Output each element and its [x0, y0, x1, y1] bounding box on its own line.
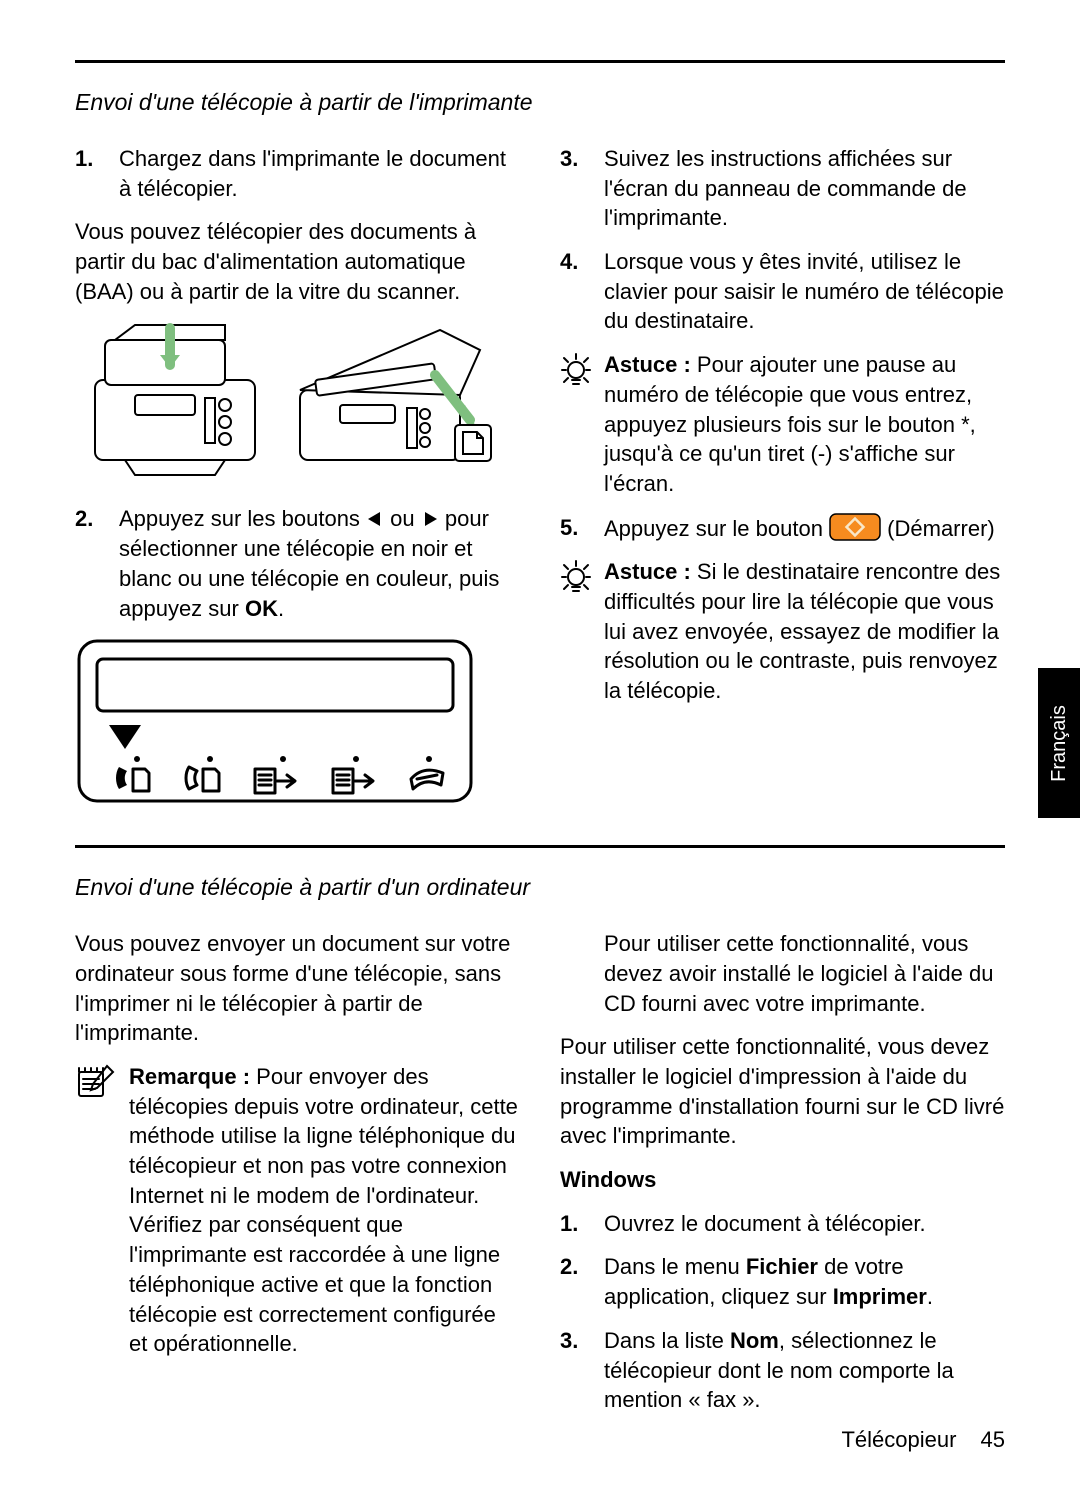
- tip-2: Astuce : Si le destinataire rencontre de…: [560, 557, 1005, 705]
- step5-text: Appuyez sur le bouton (Démarrer): [604, 513, 1005, 544]
- section1-title: Envoi d'une télécopie à partir de l'impr…: [75, 87, 1005, 118]
- win-step3-a: Dans la liste: [604, 1328, 730, 1353]
- section2-right-para2: Pour utiliser cette fonctionnalité, vous…: [560, 1032, 1005, 1151]
- note-body: Remarque : Pour envoyer des télécopies d…: [129, 1062, 520, 1359]
- footer-page-number: 45: [981, 1427, 1005, 1452]
- note-icon: [75, 1062, 119, 1359]
- step-4: 4. Lorsque vous y êtes invité, utilisez …: [560, 247, 1005, 336]
- step4-text: Lorsque vous y êtes invité, utilisez le …: [604, 247, 1005, 336]
- step2-d: .: [278, 596, 284, 621]
- left-arrow-icon: [366, 510, 384, 528]
- footer-label: Télécopieur: [841, 1427, 956, 1452]
- step5-b: (Démarrer): [887, 516, 995, 541]
- tip-1: Astuce : Pour ajouter une pause au numér…: [560, 350, 1005, 498]
- section1-left-para1: Vous pouvez télécopier des documents à p…: [75, 217, 520, 306]
- win-step2-a: Dans le menu: [604, 1254, 746, 1279]
- win-step1-num: 1.: [560, 1209, 604, 1239]
- step3-num: 3.: [560, 144, 604, 233]
- tip1-label: Astuce :: [604, 352, 691, 377]
- win-step2-num: 2.: [560, 1252, 604, 1311]
- step5-num: 5.: [560, 513, 604, 544]
- note-text: Pour envoyer des télécopies depuis votre…: [129, 1064, 518, 1356]
- section2-right: Pour utiliser cette fonctionnalité, vous…: [560, 929, 1005, 1429]
- start-button-icon: [829, 513, 881, 541]
- lightbulb-icon: [560, 350, 594, 498]
- section2-columns: Vous pouvez envoyer un document sur votr…: [75, 929, 1005, 1429]
- step-1: 1. Chargez dans l'imprimante le document…: [75, 144, 520, 203]
- step2-num: 2.: [75, 504, 119, 623]
- step2-text: Appuyez sur les boutons ou pour sélectio…: [119, 504, 520, 623]
- win-step2-print: Imprimer: [833, 1284, 927, 1309]
- right-arrow-icon: [421, 510, 439, 528]
- step1-text: Chargez dans l'imprimante le document à …: [119, 144, 520, 203]
- win-step2-c: .: [927, 1284, 933, 1309]
- language-tab-text: Français: [1046, 705, 1073, 782]
- windows-heading: Windows: [560, 1165, 1005, 1195]
- section1-columns: 1. Chargez dans l'imprimante le document…: [75, 144, 1005, 817]
- step5-a: Appuyez sur le bouton: [604, 516, 829, 541]
- section1-right: 3. Suivez les instructions affichées sur…: [560, 144, 1005, 817]
- note-label: Remarque :: [129, 1064, 250, 1089]
- win-step3-text: Dans la liste Nom, sélectionnez le téléc…: [604, 1326, 1005, 1415]
- section-rule-mid: [75, 845, 1005, 848]
- win-step1-text: Ouvrez le document à télécopier.: [604, 1209, 1005, 1239]
- win-step3-name: Nom: [730, 1328, 779, 1353]
- win-step-2: 2. Dans le menu Fichier de votre applica…: [560, 1252, 1005, 1311]
- step2-a: Appuyez sur les boutons: [119, 506, 366, 531]
- section2-right-para1: Pour utiliser cette fonctionnalité, vous…: [560, 929, 1005, 1018]
- step2-ok: OK: [245, 596, 278, 621]
- tip1-body: Astuce : Pour ajouter une pause au numér…: [604, 350, 1005, 498]
- win-step2-text: Dans le menu Fichier de votre applicatio…: [604, 1252, 1005, 1311]
- tip2-label: Astuce :: [604, 559, 691, 584]
- printer-adf-figure: [75, 320, 275, 480]
- step3-text: Suivez les instructions affichées sur l'…: [604, 144, 1005, 233]
- printer-figures: [75, 320, 520, 480]
- note-row: Remarque : Pour envoyer des télécopies d…: [75, 1062, 520, 1359]
- win-step-1: 1. Ouvrez le document à télécopier.: [560, 1209, 1005, 1239]
- language-tab: Français: [1038, 668, 1080, 818]
- step2-b: ou: [390, 506, 421, 531]
- lightbulb-icon: [560, 557, 594, 705]
- section2-left-para1: Vous pouvez envoyer un document sur votr…: [75, 929, 520, 1048]
- step-3: 3. Suivez les instructions affichées sur…: [560, 144, 1005, 233]
- section2-left: Vous pouvez envoyer un document sur votr…: [75, 929, 520, 1429]
- page-footer: Télécopieur 45: [841, 1425, 1005, 1455]
- step-5: 5. Appuyez sur le bouton (Démarrer): [560, 513, 1005, 544]
- section1-left: 1. Chargez dans l'imprimante le document…: [75, 144, 520, 817]
- tip2-body: Astuce : Si le destinataire rencontre de…: [604, 557, 1005, 705]
- win-step3-num: 3.: [560, 1326, 604, 1415]
- section-rule-top: [75, 60, 1005, 63]
- step-2: 2. Appuyez sur les boutons ou pour sélec…: [75, 504, 520, 623]
- section2-title: Envoi d'une télécopie à partir d'un ordi…: [75, 872, 1005, 903]
- printer-flatbed-figure: [285, 320, 495, 480]
- win-step-3: 3. Dans la liste Nom, sélectionnez le té…: [560, 1326, 1005, 1415]
- win-step2-file: Fichier: [746, 1254, 818, 1279]
- control-panel-figure: [75, 637, 475, 807]
- step1-num: 1.: [75, 144, 119, 203]
- step4-num: 4.: [560, 247, 604, 336]
